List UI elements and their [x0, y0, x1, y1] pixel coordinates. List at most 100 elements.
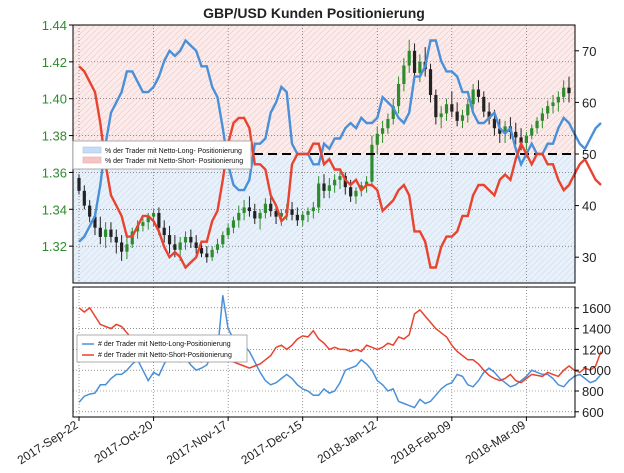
bottom-legend: # der Trader mit Netto-Long-Positionieru…	[76, 334, 248, 363]
price-candle-body	[146, 216, 150, 223]
price-candle-body	[226, 227, 230, 236]
date-tick-label: 2018-Jan-12	[315, 418, 379, 467]
price-candle-body	[141, 222, 145, 226]
bottom-panel-frame	[72, 286, 576, 418]
percent-tick-label: 50	[582, 147, 596, 162]
price-candle-body	[269, 203, 273, 212]
price-candle-body	[279, 212, 283, 217]
price-tick-label: 1.36	[42, 165, 67, 180]
price-candle-body	[402, 65, 406, 84]
legend-label-long-count: # der Trader mit Netto-Long-Positionieru…	[98, 341, 231, 348]
price-candle-body	[311, 207, 315, 212]
price-tick-label: 1.40	[42, 92, 67, 107]
price-candle-body	[205, 253, 209, 258]
price-candle-body	[498, 128, 502, 134]
count-axis: 600 800 1000 1200 1400 1600	[575, 301, 611, 420]
price-candle-body	[88, 205, 92, 217]
price-candle-body	[562, 87, 566, 97]
price-candle-body	[77, 177, 81, 191]
price-candle-body	[183, 236, 188, 243]
date-tick-label: 2017-Oct-20	[92, 418, 156, 466]
price-candle-body	[396, 83, 401, 107]
price-candle-body	[333, 179, 337, 186]
count-tick-label: 1200	[582, 342, 611, 357]
price-candle-body	[98, 227, 102, 237]
price-candle-body	[428, 69, 433, 96]
price-candle-body	[471, 89, 475, 105]
bottom-panel: 600 800 1000 1200 1400 1600 2017-Sep-22 2017-O…	[15, 286, 611, 467]
price-candle-body	[125, 244, 129, 252]
price-candle-body	[556, 96, 560, 103]
chart-title: GBP/USD Kunden Positionierung	[203, 5, 425, 21]
price-candle-body	[434, 95, 438, 118]
price-candle-body	[93, 216, 97, 228]
price-tick-label: 1.32	[42, 239, 67, 254]
price-candle-body	[247, 207, 252, 212]
date-tick-label: 2018-Mar-09	[463, 418, 529, 467]
date-tick-label: 2017-Sep-22	[15, 418, 81, 468]
price-candle-body	[199, 247, 204, 254]
price-candle-body	[178, 242, 182, 250]
legend-swatch-long-percent	[82, 146, 102, 154]
net-long-percent-line	[78, 38, 602, 243]
price-candle-body	[215, 244, 220, 250]
price-candle-body	[162, 227, 166, 236]
price-candle-body	[407, 50, 411, 66]
price-candle-body	[530, 128, 534, 136]
price-candle-body	[258, 212, 262, 219]
bottom-legend-box	[76, 334, 248, 363]
price-candle-body	[104, 229, 108, 237]
price-candle-body	[391, 106, 395, 119]
price-candle-body	[386, 118, 390, 129]
price-candle-body	[322, 183, 326, 191]
price-candle-body	[380, 128, 385, 134]
price-candle-body	[418, 61, 422, 73]
price-candle-body	[546, 106, 550, 114]
price-candle-body	[524, 135, 528, 143]
price-candle-body	[460, 115, 465, 121]
price-candle-body	[237, 212, 241, 221]
price-candle-body	[290, 209, 294, 215]
percent-tick-label: 60	[582, 95, 596, 110]
price-candle-body	[221, 235, 225, 245]
price-tick-label: 1.44	[42, 18, 67, 33]
price-candle-body	[231, 220, 236, 228]
price-candle-body	[306, 211, 310, 215]
price-candle-body	[253, 211, 257, 219]
price-candle-body	[263, 203, 268, 213]
top-panel: 1.321.341.361.381.401.421.44 3040506070 …	[42, 18, 602, 284]
price-candle-body	[567, 87, 571, 94]
price-tick-label: 1.34	[42, 202, 67, 217]
price-candle-body	[455, 111, 459, 121]
price-candle-body	[514, 131, 518, 138]
date-tick-label: 2017-Nov-17	[164, 418, 230, 468]
price-candle-body	[210, 249, 214, 258]
price-candle-body	[476, 89, 481, 97]
price-candle-body	[450, 104, 454, 112]
price-candle-body	[82, 190, 86, 206]
price-candle-body	[120, 242, 124, 252]
price-candle-body	[317, 183, 321, 208]
price-candle-body	[487, 111, 491, 119]
date-axis: 2017-Sep-22 2017-Oct-20 2017-Nov-17 2017-De…	[15, 417, 528, 467]
price-candle-body	[354, 190, 358, 197]
price-candle-body	[535, 120, 539, 129]
date-tick-label: 2018-Feb-09	[388, 418, 454, 467]
price-candle-body	[482, 96, 486, 112]
price-candle-body	[114, 236, 118, 243]
top-legend: % der Trader mit Netto-Long- Positionier…	[72, 140, 252, 170]
percent-tick-label: 30	[582, 250, 596, 265]
price-tick-label: 1.42	[42, 55, 67, 70]
count-tick-label: 600	[582, 405, 604, 420]
price-candle-body	[439, 113, 443, 118]
price-candle-body	[327, 185, 331, 191]
price-candle-body	[242, 207, 246, 213]
price-candle-body	[295, 214, 299, 221]
net-short-percent-line	[78, 65, 602, 270]
short-region-bg	[73, 25, 575, 155]
price-candle-body	[375, 133, 379, 145]
percent-tick-label: 40	[582, 199, 596, 214]
price-candle-body	[343, 176, 347, 188]
price-tick-label: 1.38	[42, 129, 67, 144]
